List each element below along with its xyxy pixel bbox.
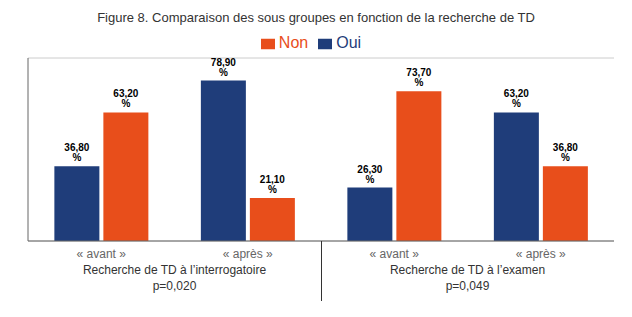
svg-text:« après »: « après » [223, 247, 273, 261]
svg-text:21,10%: 21,10% [260, 174, 285, 195]
html-text:p=0,049: p=0,049 [445, 279, 490, 293]
svg-text:78,90%: 78,90% [211, 57, 236, 78]
svg-text:63,20%: 63,20% [113, 88, 138, 109]
html-text:Oui: Oui [336, 34, 362, 51]
svg-text:« après »: « après » [516, 247, 566, 261]
svg-text:73,70%: 73,70% [406, 67, 431, 88]
svg-text:36,80%: 36,80% [64, 142, 89, 163]
html-text:Recherche de TD à l’examen: Recherche de TD à l’examen [389, 263, 546, 277]
svg-text:63,20%: 63,20% [504, 88, 529, 109]
html-text:Non: Non [278, 34, 309, 51]
html-text:Recherche de TD à l’interrogat: Recherche de TD à l’interrogatoire [82, 263, 267, 277]
svg-text:36,80%: 36,80% [553, 142, 578, 163]
html-text:Figure 8. Comparaison des sous: Figure 8. Comparaison des sous groupes e… [97, 10, 535, 25]
svg-text:« avant »: « avant » [370, 247, 420, 261]
html-text:p=0,020: p=0,020 [152, 279, 197, 293]
svg-text:« avant »: « avant » [77, 247, 127, 261]
svg-text:26,30%: 26,30% [357, 164, 382, 185]
